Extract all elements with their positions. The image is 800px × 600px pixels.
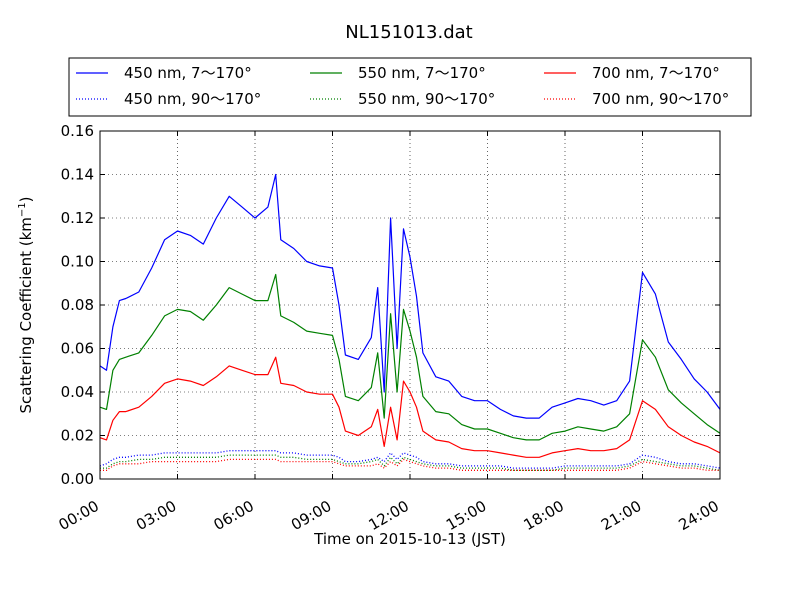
y-tick-label: 0.10 (61, 253, 94, 271)
x-tick-label: 15:00 (443, 497, 489, 534)
series-lines (99, 173, 721, 471)
y-tick-label: 0.00 (61, 470, 94, 488)
y-tick-label: 0.12 (61, 209, 94, 227)
x-tick-label: 09:00 (288, 497, 334, 534)
legend-label-3: 550 nm, 90～170° (358, 90, 495, 108)
legend-label-5: 700 nm, 90～170° (592, 90, 729, 108)
x-tick-label: 18:00 (521, 497, 567, 534)
y-tick-label: 0.06 (61, 340, 94, 358)
legend: 450 nm, 7～170° 550 nm, 7～170° 700 nm, 7～17… (76, 64, 729, 108)
grid (100, 131, 720, 479)
axes-ticks: 00:00 03:00 06:00 09:00 12:00 15:00 18:00 21:00… (56, 122, 722, 534)
y-tick-label: 0.16 (61, 122, 94, 140)
x-tick-label: 21:00 (598, 497, 644, 534)
y-axis-label: Scattering Coefficient (km−1) (17, 196, 35, 413)
y-tick-label: 0.08 (61, 296, 94, 314)
x-axis-label: Time on 2015-10-13 (JST) (313, 530, 506, 548)
y-axis-label-close: ) (17, 196, 35, 202)
series-line-3 (100, 454, 721, 471)
x-tick-label: 06:00 (211, 497, 257, 534)
legend-label-0: 450 nm, 7～170° (124, 64, 252, 82)
x-tick-label: 12:00 (366, 497, 412, 534)
x-tick-label: 03:00 (133, 497, 179, 534)
x-tick-label: 24:00 (676, 497, 722, 534)
y-tick-label: 0.02 (61, 427, 94, 445)
y-tick-label: 0.14 (61, 166, 94, 184)
y-axis-label-main: Scattering Coefficient (km (17, 217, 35, 413)
y-axis-label-exponent: −1 (17, 202, 28, 217)
chart-title: NL151013.dat (345, 22, 472, 43)
legend-label-4: 700 nm, 7～170° (592, 64, 720, 82)
series-line-0 (99, 173, 721, 419)
x-tick-label: 00:00 (56, 497, 102, 534)
series-line-4 (99, 356, 721, 458)
legend-label-2: 550 nm, 7～170° (358, 64, 486, 82)
legend-box (68, 57, 752, 117)
legend-label-1: 450 nm, 90～170° (124, 90, 261, 108)
series-line-2 (99, 273, 721, 441)
y-tick-label: 0.04 (61, 383, 94, 401)
series-line-5 (100, 458, 720, 471)
